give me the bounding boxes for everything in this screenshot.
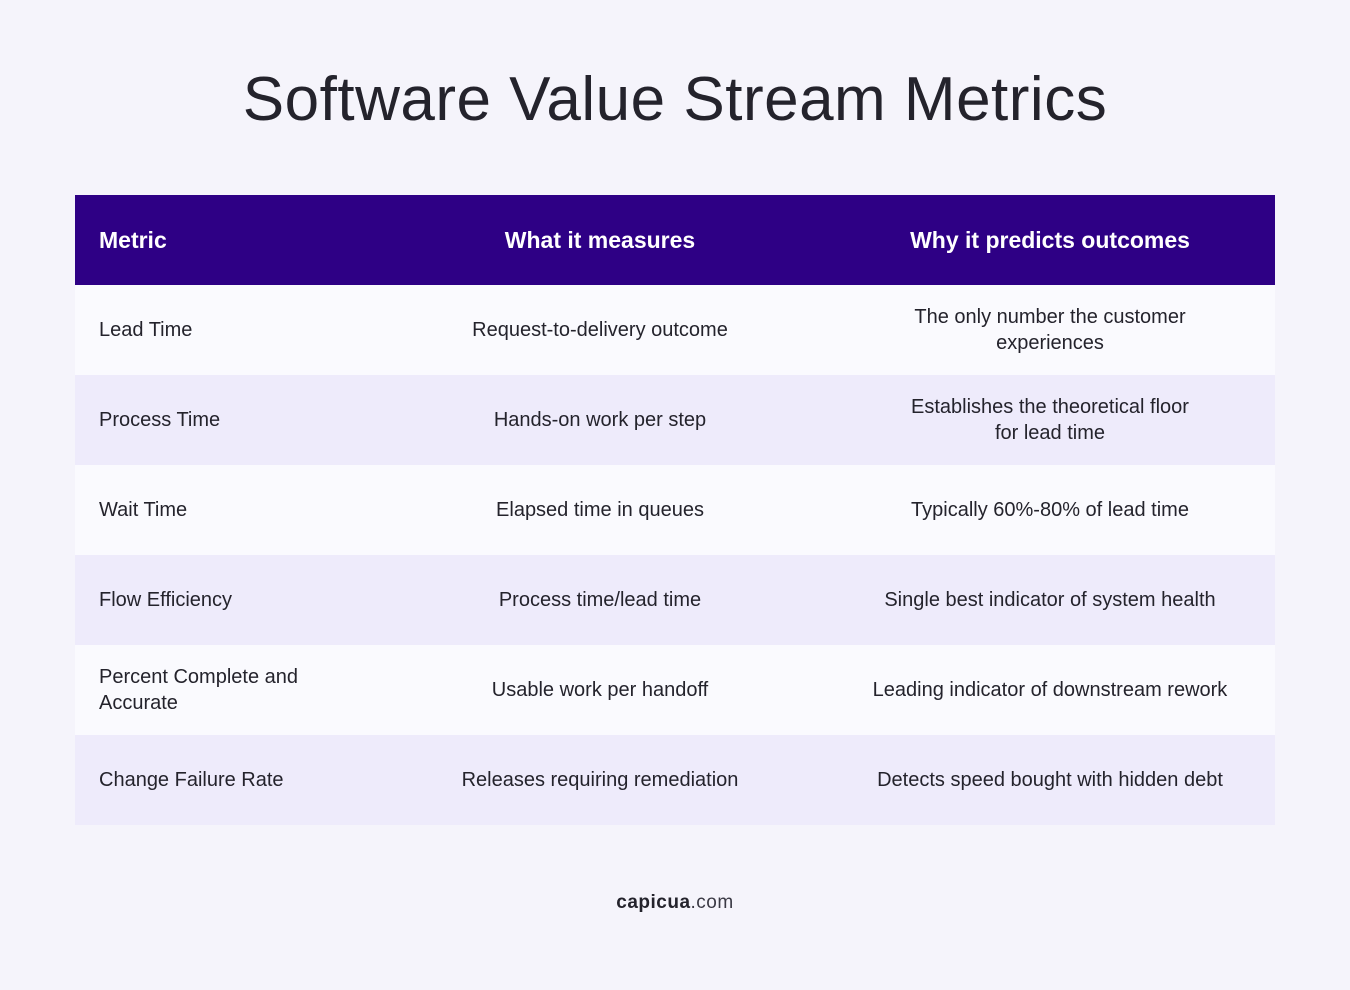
footer-brand: capicua.com	[0, 892, 1350, 914]
cell-measures: Usable work per handoff	[491, 679, 709, 701]
cell-predicts: Establishes the theoretical floor for le…	[911, 396, 1189, 444]
cell-predicts: The only number the customer experiences	[914, 306, 1186, 354]
cell-metric: Lead Time	[99, 319, 193, 341]
cell-measures: Elapsed time in queues	[496, 499, 704, 521]
table-header-row: Metric What it measures Why it predicts …	[75, 195, 1275, 285]
cell-predicts: Leading indicator of downstream rework	[872, 679, 1228, 701]
brand-domain: .com	[690, 892, 734, 913]
header-what-it-measures: What it measures	[504, 227, 696, 253]
cell-predicts: Typically 60%-80% of lead time	[911, 499, 1189, 521]
brand-name: capicua	[616, 892, 691, 913]
cell-measures: Releases requiring remediation	[461, 769, 739, 791]
cell-metric: Wait Time	[99, 499, 188, 521]
cell-measures: Hands-on work per step	[493, 409, 707, 431]
table-row: Wait Time Elapsed time in queues Typical…	[75, 465, 1275, 555]
cell-measures: Request-to-delivery outcome	[472, 319, 728, 341]
cell-measures: Process time/lead time	[498, 589, 702, 611]
table-row: Process Time Hands-on work per step Esta…	[75, 375, 1275, 465]
table-row: Percent Complete and Accurate Usable wor…	[75, 645, 1275, 735]
table-row: Lead Time Request-to-delivery outcome Th…	[75, 285, 1275, 375]
cell-predicts: Detects speed bought with hidden debt	[877, 769, 1223, 791]
table-row: Flow Efficiency Process time/lead time S…	[75, 555, 1275, 645]
cell-predicts: Single best indicator of system health	[884, 589, 1216, 611]
cell-metric: Change Failure Rate	[99, 769, 284, 791]
header-why-it-predicts: Why it predicts outcomes	[910, 227, 1190, 253]
cell-metric: Percent Complete and Accurate	[99, 666, 299, 714]
cell-metric: Process Time	[99, 409, 221, 431]
page-title: Software Value Stream Metrics	[242, 65, 1108, 134]
table-row: Change Failure Rate Releases requiring r…	[75, 735, 1275, 825]
cell-metric: Flow Efficiency	[99, 589, 233, 611]
metrics-table: Metric What it measures Why it predicts …	[75, 195, 1275, 825]
header-metric: Metric	[99, 227, 167, 253]
